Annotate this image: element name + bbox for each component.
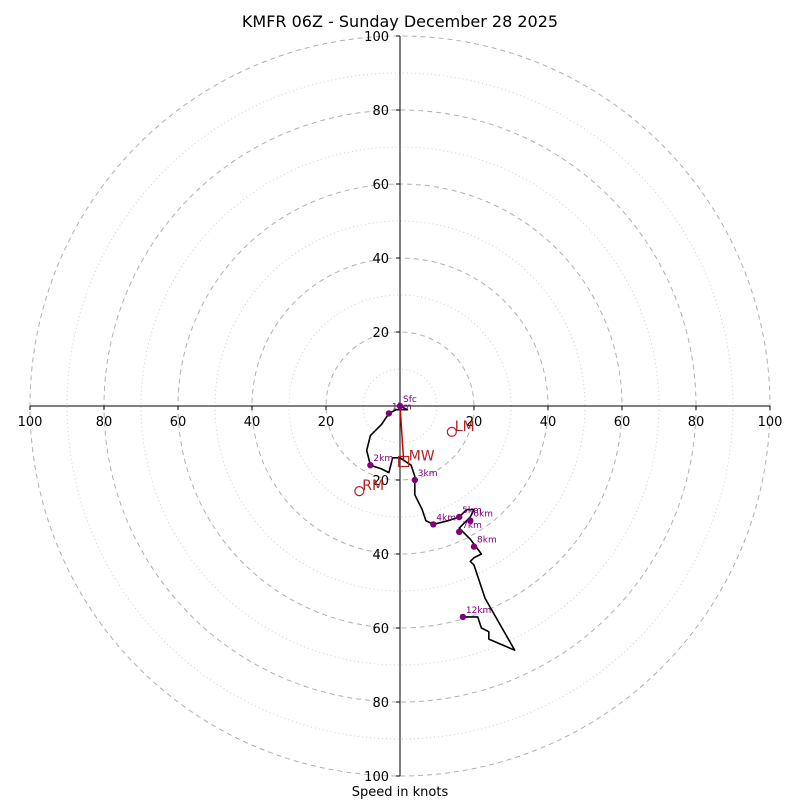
height-marker-dot-6km	[467, 517, 474, 524]
height-marker-label-3km: 3km	[418, 469, 438, 479]
storm-motion-label-RM: RM	[362, 478, 384, 494]
x-axis-label: Speed in knots	[352, 785, 449, 800]
x-tick-label-5: 20	[466, 415, 483, 430]
storm-motion-circle-RM	[354, 486, 365, 497]
storm-motion-circle-LM	[446, 426, 457, 437]
y-tick-label-6: 40	[372, 548, 389, 563]
storm-motion-label-MW: MW	[409, 449, 435, 465]
height-marker-dot-7km	[456, 528, 463, 535]
storm-motion-label-LM: LM	[455, 419, 475, 435]
height-marker-dot-Sfc	[396, 402, 404, 410]
storm-motion-markers: LM MW RM	[354, 419, 475, 497]
height-marker-label-Sfc: Sfc	[403, 395, 417, 405]
x-tick-label-2: 60	[170, 415, 187, 430]
y-tick-label-5: 20	[372, 474, 389, 489]
x-tick-label-3: 40	[244, 415, 261, 430]
height-marker-label-5km: 5km	[462, 506, 482, 516]
x-tick-label-0: 100	[18, 415, 43, 430]
height-marker-label-8km: 8km	[477, 536, 497, 546]
x-tick-label-8: 80	[688, 415, 705, 430]
x-tick-label-9: 100	[758, 415, 783, 430]
height-marker-label-2km: 2km	[373, 454, 393, 464]
x-tick-label-7: 60	[614, 415, 631, 430]
height-marker-dot-3km	[411, 476, 418, 484]
x-tick-label-1: 80	[96, 415, 113, 430]
y-tick-label-1: 80	[372, 104, 389, 119]
y-tick-label-7: 60	[372, 622, 389, 637]
x-tick-label-4: 20	[318, 415, 335, 430]
x-tick-label-6: 40	[540, 415, 557, 430]
height-marker-label-1km: 1km	[392, 402, 412, 412]
tick-labels: 100 80 60 40 20 20 40 60 80 100 100 80 60 40 20 20 40 60 8…	[18, 30, 783, 785]
y-tick-label-0: 100	[364, 30, 389, 45]
y-tick-label-3: 40	[372, 252, 389, 267]
y-tick-label-8: 80	[372, 696, 389, 711]
wind-trace	[365, 405, 516, 652]
shear-vector	[399, 405, 405, 462]
height-marker-label-6km: 6km	[473, 510, 493, 520]
chart-title: KMFR 06Z - Sunday December 28 2025	[242, 12, 558, 31]
height-marker-dot-2km	[367, 462, 374, 469]
y-tick-label-9: 100	[364, 770, 389, 785]
y-tick-label-2: 60	[372, 178, 389, 193]
y-tick-label-4: 20	[372, 326, 389, 341]
height-marker-dot-8km	[470, 543, 478, 550]
height-marker-dot-5km	[456, 513, 463, 521]
height-marker-dot-4km	[430, 521, 437, 528]
hodograph-trace-line	[365, 405, 516, 652]
height-marker-label-4km: 4km	[436, 513, 456, 523]
bunkers-shear-line	[399, 405, 405, 462]
height-marker-label-7km: 7km	[462, 521, 482, 531]
height-marker-dot-12km	[459, 613, 467, 621]
height-marker-label-12km: 12km	[466, 606, 491, 616]
mean-wind-square	[398, 455, 410, 468]
height-marker-dot-1km	[385, 410, 393, 417]
